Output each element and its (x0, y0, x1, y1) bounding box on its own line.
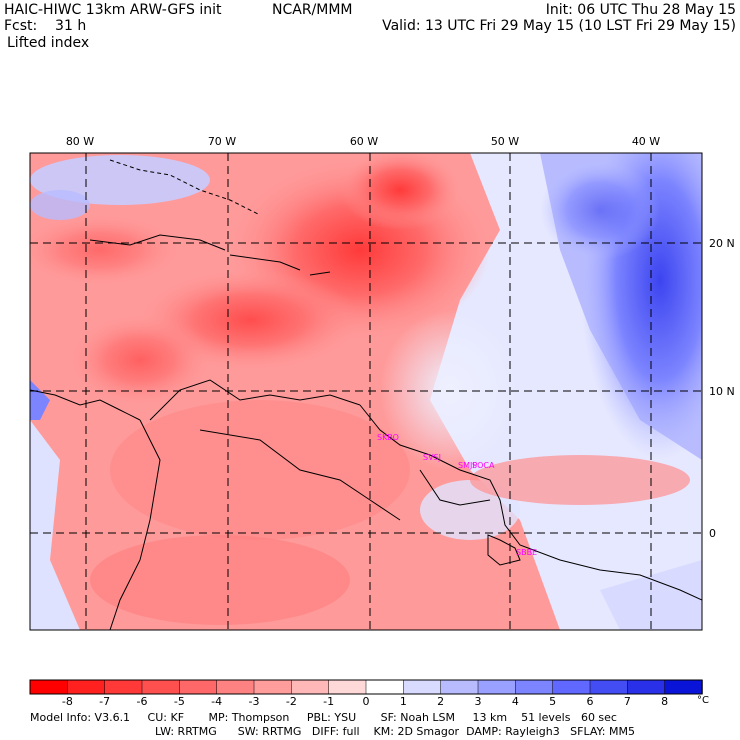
colorbar-cell (291, 679, 330, 695)
colorbar-tick-label: 6 (586, 695, 594, 708)
lat-label-10n: 10 N (709, 385, 735, 398)
colorbar-tick-label: -3 (248, 695, 260, 708)
valid-time: Valid: 13 UTC Fri 29 May 15 (10 LST Fri … (382, 18, 736, 34)
forecast-hour: Fcst: 31 h (4, 18, 87, 34)
station-label-soca: SOCA (472, 461, 495, 470)
lon-label-70w: 70 W (208, 135, 236, 148)
colorbar (29, 679, 703, 695)
colorbar-tick-label: 2 (437, 695, 445, 708)
field-name: Lifted index (7, 35, 90, 51)
colorbar-cell (589, 679, 629, 695)
colorbar-unit: °C (697, 695, 709, 706)
colorbar-cell (477, 679, 517, 695)
lifted-index-field (30, 153, 702, 630)
colorbar-cell (141, 679, 181, 695)
station-label-sbbe: SBBE (516, 548, 537, 557)
lat-label-20n: 20 N (709, 237, 735, 250)
colorbar-tick-label: 8 (661, 695, 669, 708)
colorbar-tick-label: 4 (511, 695, 519, 708)
lat-label-0: 0 (709, 527, 716, 540)
organization: NCAR/MMM (272, 2, 353, 18)
colorbar-tick-label: -2 (285, 695, 297, 708)
colorbar-cell (664, 679, 703, 695)
colorbar-cell (552, 679, 591, 695)
colorbar-cell (179, 679, 218, 695)
colorbar-cell (440, 679, 479, 695)
station-label-svsj: SVSJ (423, 453, 441, 462)
station-label-skbo: SKBO (377, 433, 399, 442)
colorbar-cell (67, 679, 106, 695)
colorbar-cell (403, 679, 442, 695)
graticule (30, 153, 702, 630)
colorbar-tick-label: -1 (323, 695, 335, 708)
colorbar-tick-label: -4 (211, 695, 223, 708)
colorbar-tick-label: 1 (399, 695, 407, 708)
colorbar-cell (515, 679, 554, 695)
colorbar-cell (29, 679, 69, 695)
lon-label-40w: 40 W (632, 135, 660, 148)
colorbar-frame (29, 679, 703, 695)
model-info-line2: LW: RRTMG SW: RRTMG DIFF: full KM: 2D Sm… (155, 725, 635, 738)
colorbar-tick-label: -6 (136, 695, 148, 708)
colorbar-tick-label: -5 (173, 695, 185, 708)
init-time: Init: 06 UTC Thu 28 May 15 (545, 2, 736, 18)
colorbar-cell (328, 679, 367, 695)
model-info-line1: Model Info: V3.6.1 CU: KF MP: Thompson P… (30, 711, 617, 724)
colorbar-tick-label: 7 (623, 695, 631, 708)
colorbar-cell (253, 679, 293, 695)
colorbar-cell (104, 679, 143, 695)
colorbar-cell (365, 679, 405, 695)
colorbar-cell (216, 679, 255, 695)
map-frame (29, 152, 703, 631)
lon-label-50w: 50 W (491, 135, 519, 148)
colorbar-tick-label: 0 (362, 695, 370, 708)
colorbar-tick-label: 5 (549, 695, 557, 708)
colorbar-tick-label: 3 (474, 695, 482, 708)
colorbar-tick-label: -7 (99, 695, 111, 708)
coastlines (30, 159, 702, 630)
colorbar-tick-label: -8 (61, 695, 73, 708)
lon-label-80w: 80 W (66, 135, 94, 148)
model-title: HAIC-HIWC 13km ARW-GFS init (4, 2, 222, 18)
lon-label-60w: 60 W (350, 135, 378, 148)
station-label-smjp: SMJP (458, 461, 477, 470)
colorbar-cell (627, 679, 666, 695)
